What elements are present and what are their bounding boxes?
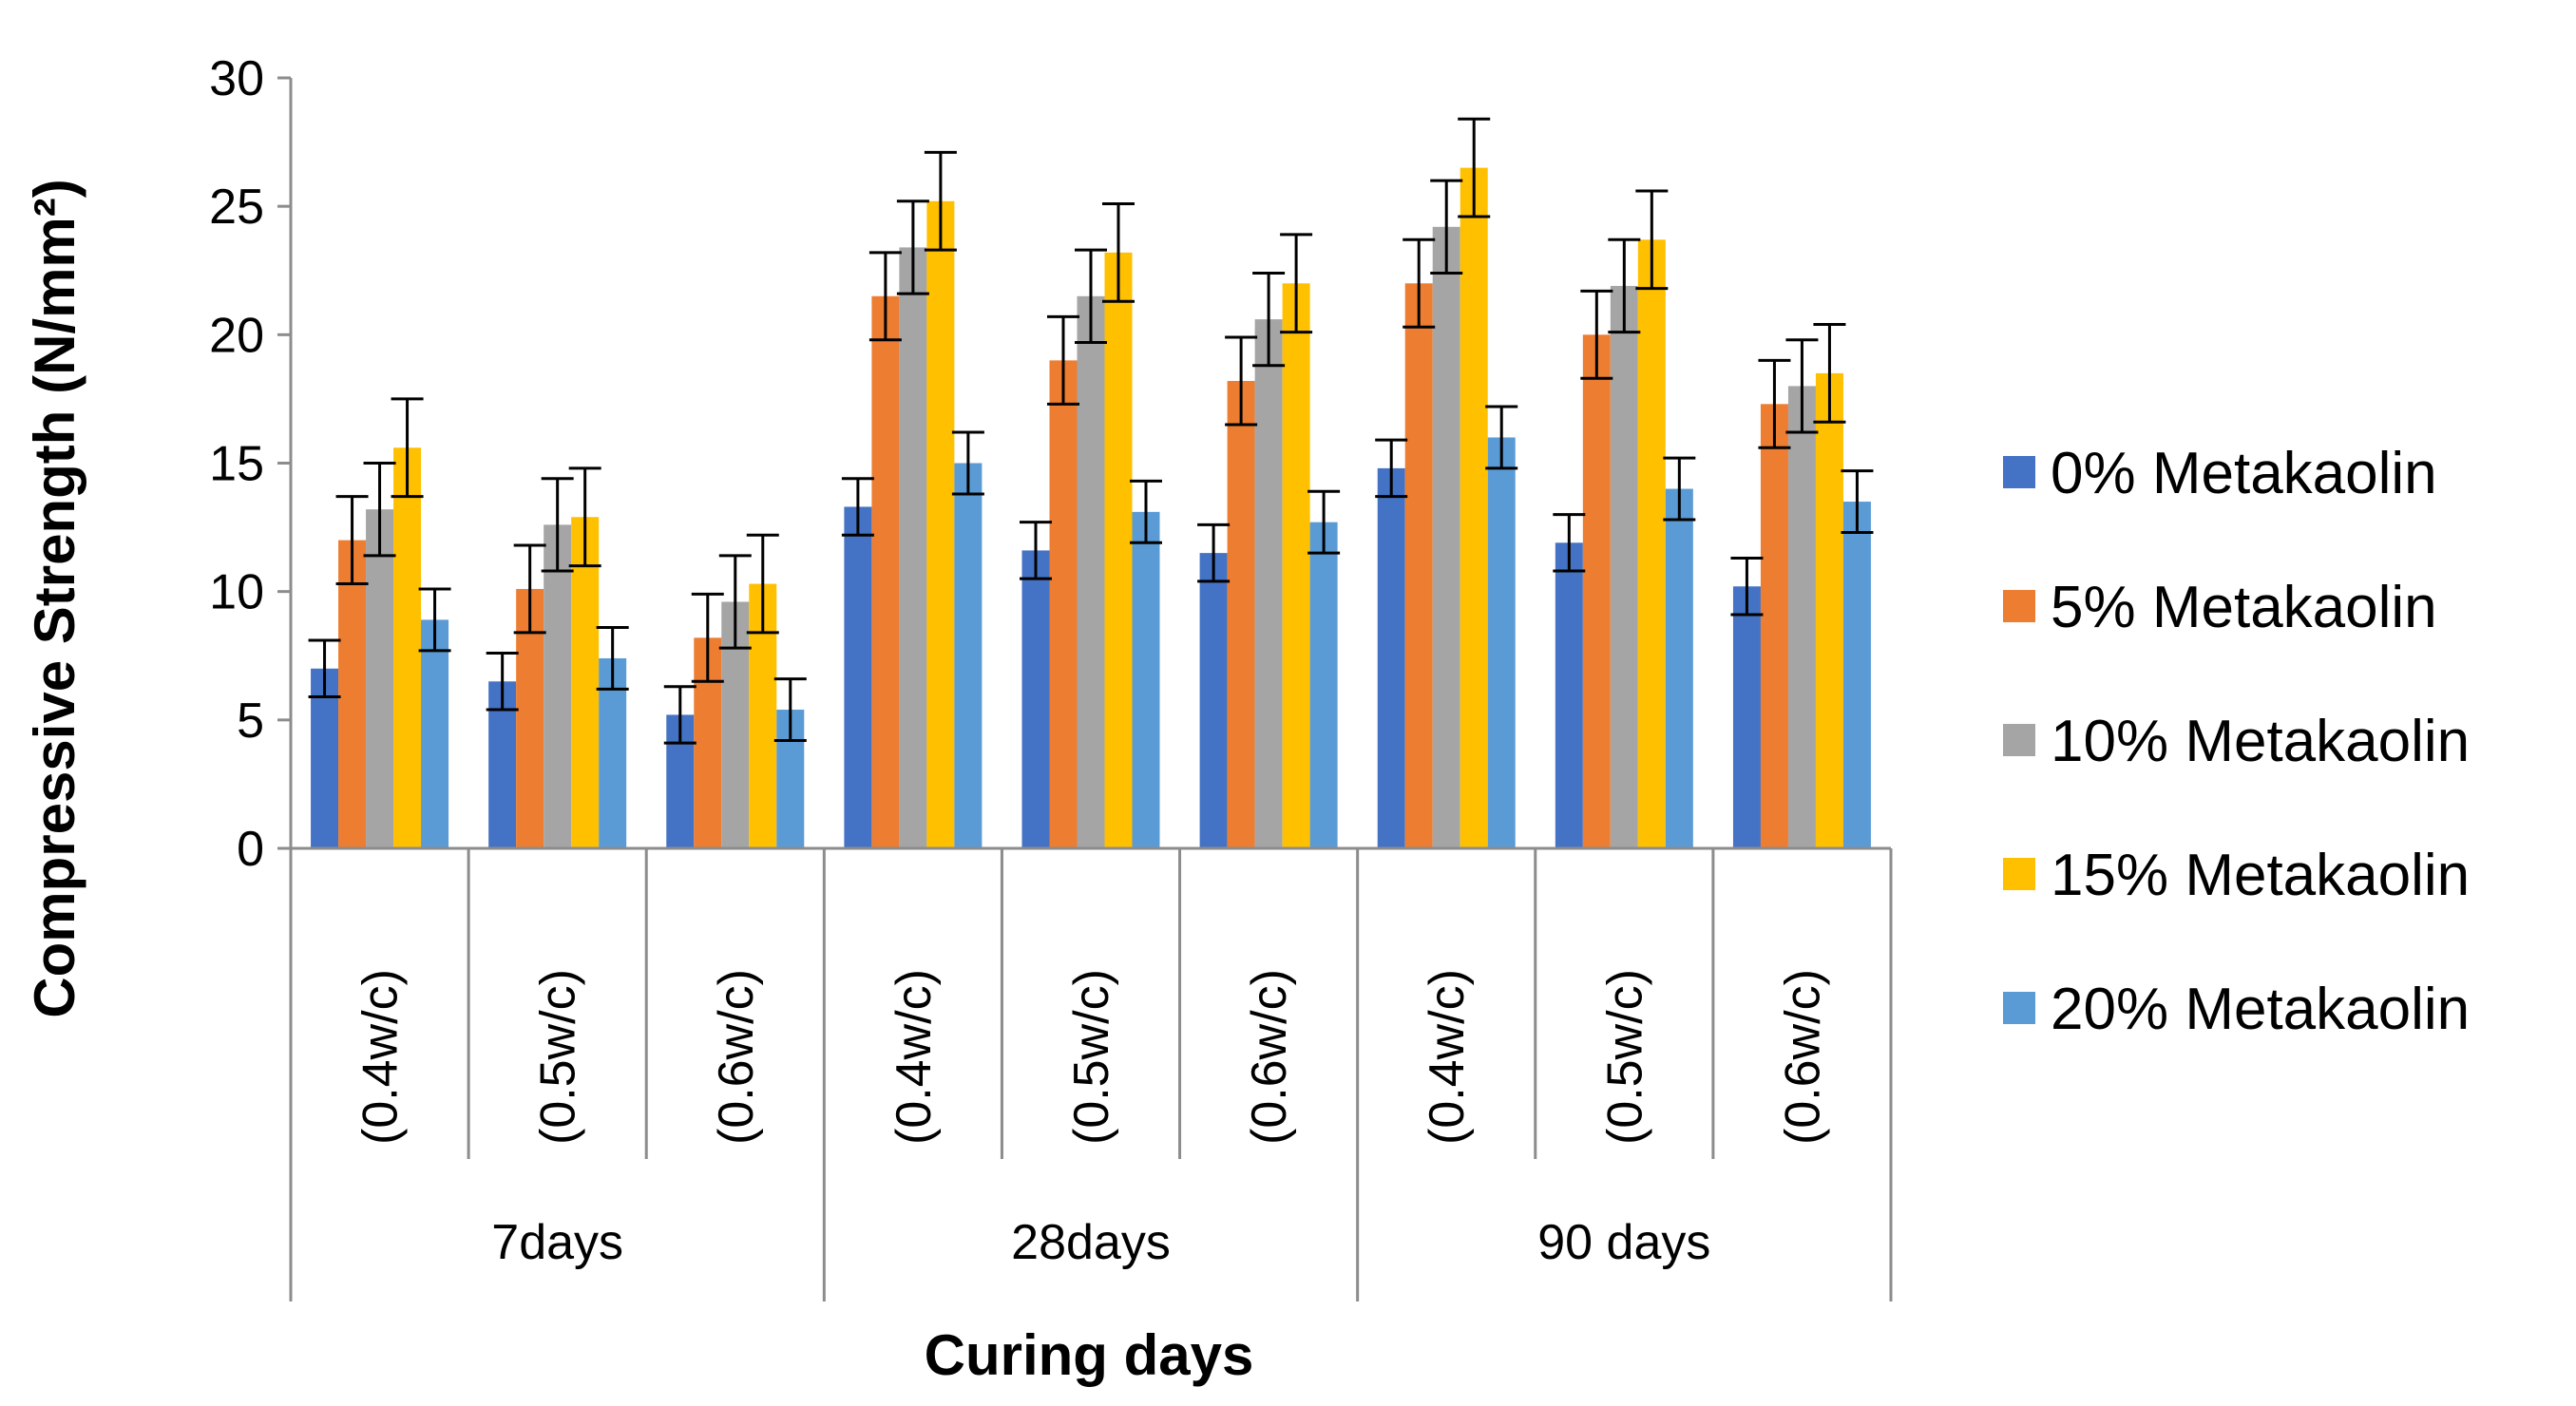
- bar: [1610, 285, 1638, 849]
- bar: [871, 295, 900, 848]
- legend-item: 0% Metakaolin: [2003, 441, 2437, 506]
- legend-swatch: [2003, 590, 2035, 622]
- y-tick-label: 30: [209, 51, 264, 106]
- x-category-label: (0.4w/c): [1420, 969, 1475, 1145]
- x-category-label: (0.5w/c): [1064, 969, 1119, 1145]
- x-category-label: (0.4w/c): [887, 969, 942, 1145]
- y-tick-label: 15: [209, 437, 264, 492]
- bar: [1104, 252, 1133, 848]
- y-tick-label: 20: [209, 308, 264, 363]
- bar: [1021, 550, 1050, 848]
- bar: [1555, 542, 1583, 848]
- x-axis-title: Curing days: [925, 1323, 1254, 1387]
- bar: [1487, 437, 1516, 848]
- x-group-label: 7days: [491, 1215, 623, 1270]
- bar: [338, 540, 367, 848]
- bar: [1199, 553, 1228, 848]
- y-tick-label: 5: [237, 694, 264, 749]
- y-tick-label: 25: [209, 180, 264, 235]
- bar: [1377, 467, 1405, 848]
- legend-swatch: [2003, 456, 2035, 488]
- legend-item: 5% Metakaolin: [2003, 575, 2437, 640]
- bar: [1582, 334, 1611, 848]
- bar: [1077, 295, 1105, 848]
- bar: [421, 619, 449, 848]
- legend-swatch: [2003, 992, 2035, 1024]
- x-axis: (0.4w/c) (0.5w/c) (0.6w/c) (0.4w/c) (0.5w/c)…: [289, 846, 1893, 1302]
- bar: [1309, 522, 1338, 848]
- legend-label: 15% Metakaolin: [2051, 843, 2470, 908]
- bar: [544, 524, 572, 848]
- bar: [926, 200, 955, 848]
- bar: [1404, 283, 1433, 848]
- x-category-label: (0.5w/c): [531, 969, 586, 1145]
- legend-label: 10% Metakaolin: [2051, 709, 2470, 774]
- x-group-label: 90 days: [1537, 1215, 1710, 1270]
- bar: [393, 447, 422, 848]
- bar: [1787, 386, 1816, 848]
- y-tick-label: 10: [209, 565, 264, 620]
- bar: [1227, 380, 1255, 848]
- legend-label: 20% Metakaolin: [2051, 977, 2470, 1042]
- bar: [1432, 226, 1460, 848]
- bar: [899, 247, 927, 848]
- legend-item: 15% Metakaolin: [2003, 843, 2470, 908]
- x-category-label: (0.6w/c): [709, 969, 764, 1145]
- y-tick-label: 0: [237, 822, 264, 877]
- bar: [1460, 167, 1488, 848]
- legend-label: 0% Metakaolin: [2051, 441, 2437, 506]
- bar: [1665, 488, 1693, 848]
- bar: [571, 517, 600, 848]
- bar: [844, 506, 872, 848]
- bar: [1732, 586, 1761, 848]
- bar: [954, 463, 983, 848]
- x-category-label: (0.6w/c): [1775, 969, 1830, 1145]
- bar: [1637, 239, 1666, 848]
- legend-label: 5% Metakaolin: [2051, 575, 2437, 640]
- x-category-label: (0.5w/c): [1597, 969, 1652, 1145]
- bar: [1815, 372, 1843, 848]
- bar: [1254, 319, 1283, 848]
- legend-swatch: [2003, 724, 2035, 756]
- bar: [366, 509, 394, 848]
- x-group-label: 28days: [1011, 1215, 1171, 1270]
- y-axis-title: Compressive Strength (N/mm²): [23, 179, 86, 1017]
- y-axis-ticks: 0 5 10 15 20 25 30: [209, 51, 293, 877]
- legend-item: 10% Metakaolin: [2003, 709, 2470, 774]
- legend-item: 20% Metakaolin: [2003, 977, 2470, 1042]
- bar: [1760, 404, 1788, 848]
- bar: [1282, 283, 1310, 848]
- legend-swatch: [2003, 858, 2035, 890]
- bar: [311, 668, 339, 848]
- x-category-label: (0.6w/c): [1242, 969, 1297, 1145]
- bar: [1049, 360, 1078, 848]
- legend: 0% Metakaolin 5% Metakaolin 10% Metakaolin…: [2003, 441, 2470, 1042]
- bar: [1132, 511, 1160, 848]
- x-category-label: (0.4w/c): [353, 969, 409, 1145]
- bar: [1842, 502, 1871, 848]
- error-bars: [308, 117, 1874, 745]
